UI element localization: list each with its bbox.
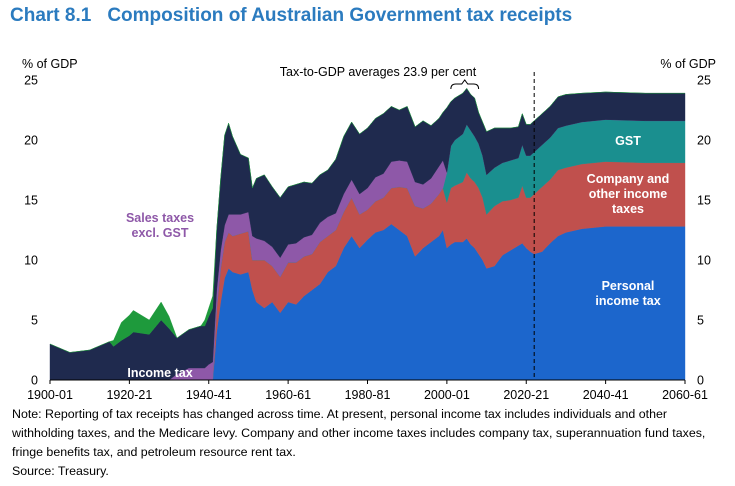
label-line: Sales taxes: [126, 211, 194, 225]
average-annotation: Tax-to-GDP averages 23.9 per cent: [280, 65, 477, 79]
x-tick-label: 1920-21: [106, 388, 152, 400]
chart-title: Chart 8.1 Composition of Australian Gover…: [10, 5, 572, 27]
y-right-tick-label: 15: [697, 194, 711, 208]
label-line: Company and: [587, 172, 670, 186]
series-areas: [49, 88, 686, 381]
y-left-axis-label: % of GDP: [22, 57, 78, 71]
label-line: Personal: [602, 279, 655, 293]
label-line: excl. GST: [132, 226, 189, 240]
label-line: GST: [615, 134, 641, 148]
y-left-tick-label: 25: [24, 74, 38, 88]
y-right-tick-label: 20: [697, 134, 711, 148]
stacked-area-chart: 1900-01 1920-21 1940-41 1960-61 1980-81 2000-…: [22, 57, 716, 400]
x-tick-label: 1900-01: [27, 388, 73, 400]
label-line: Other indirect taxes: [549, 76, 666, 90]
y-left-tick-label: 15: [24, 194, 38, 208]
label-sales-taxes-excl-gst: Sales taxes excl. GST: [126, 211, 194, 240]
source-text: Source: Treasury.: [12, 464, 109, 478]
label-line: taxes: [612, 202, 644, 216]
y-left-tick-label: 0: [31, 374, 38, 388]
label-gst: GST: [615, 134, 641, 148]
x-tick-label: 2000-01: [424, 388, 470, 400]
label-company-and-other-income-taxes: Company and other income taxes: [587, 172, 670, 216]
label-line: income tax: [595, 294, 660, 308]
y-right-tick-label: 25: [697, 74, 711, 88]
y-left-tick-label: 10: [24, 254, 38, 268]
label-other-indirect-taxes: Other indirect taxes: [549, 76, 666, 90]
note-text: Note: Reporting of tax receipts has chan…: [12, 407, 706, 459]
label-line: other income: [589, 187, 668, 201]
y-right-axis-label: % of GDP: [660, 57, 716, 71]
label-income-tax: Income tax: [127, 366, 192, 380]
y-right-tick-label: 10: [697, 254, 711, 268]
y-left-tick-label: 20: [24, 134, 38, 148]
axes: 1900-01 1920-21 1940-41 1960-61 1980-81 2000-…: [22, 57, 716, 400]
x-tick-label: 2020-21: [503, 388, 549, 400]
x-tick-label: 2060-61: [662, 388, 708, 400]
y-left-tick-label: 5: [31, 314, 38, 328]
label-line: Income tax: [127, 366, 192, 380]
series-labels: Personal income tax Company and other incom…: [126, 76, 669, 380]
x-tick-label: 1940-41: [186, 388, 232, 400]
x-tick-label: 1980-81: [345, 388, 391, 400]
x-tick-label: 1960-61: [265, 388, 311, 400]
chart-note: Note: Reporting of tax receipts has chan…: [12, 405, 727, 481]
annotation-bracket: [450, 79, 480, 90]
chart-number: Chart 8.1: [10, 5, 92, 26]
label-personal-income-tax: Personal income tax: [595, 279, 660, 308]
x-tick-label: 2040-41: [583, 388, 629, 400]
chart-title-text: Composition of Australian Government tax…: [107, 5, 573, 26]
area-income-tax: [49, 88, 685, 353]
y-right-tick-label: 5: [697, 314, 704, 328]
y-right-tick-label: 0: [697, 374, 704, 388]
